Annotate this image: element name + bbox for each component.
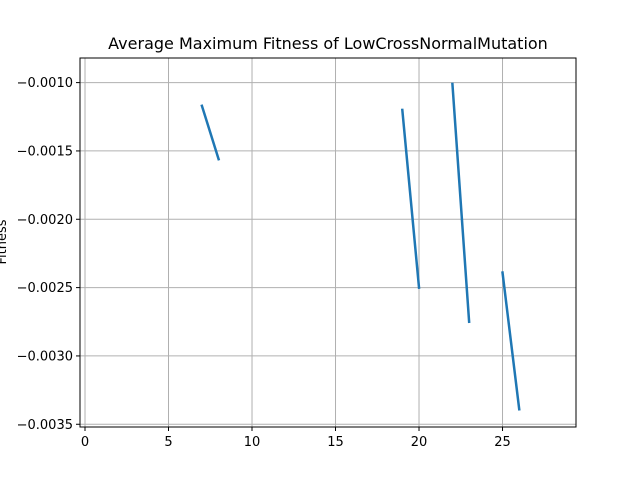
- x-tick-label: 0: [81, 435, 89, 450]
- x-tick-label: 15: [327, 435, 344, 450]
- y-axis-label: Fitness: [0, 219, 10, 264]
- y-tick-label: −0.0010: [17, 76, 73, 91]
- y-tick-label: −0.0025: [17, 281, 73, 296]
- chart-title: Average Maximum Fitness of LowCrossNorma…: [108, 34, 548, 53]
- y-tick-label: −0.0035: [17, 418, 73, 433]
- y-tick-label: −0.0015: [17, 144, 73, 159]
- series-segment: [501, 271, 521, 411]
- series-segment: [400, 108, 421, 289]
- y-tick-label: −0.0020: [17, 213, 73, 228]
- x-tick-label: 5: [164, 435, 172, 450]
- x-tick-label: 25: [494, 435, 511, 450]
- axis-ticks: 0 5 10 15 20 25 −0.0010 −0.0015 −0.0020 −0.0025 −0…: [17, 76, 511, 450]
- series-segment: [451, 82, 471, 324]
- grid: [80, 58, 576, 427]
- x-tick-label: 10: [244, 435, 261, 450]
- y-tick-label: −0.0030: [17, 349, 73, 364]
- series-lines: [200, 82, 521, 411]
- x-tick-label: 20: [411, 435, 428, 450]
- plot-background: [80, 58, 576, 427]
- plot-frame: [79, 57, 577, 428]
- series-segment: [200, 104, 221, 161]
